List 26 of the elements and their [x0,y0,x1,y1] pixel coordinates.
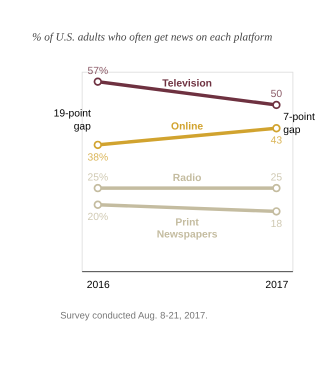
data-label: 25% [87,172,108,184]
x-tick-label: 2017 [265,280,289,292]
point [272,207,281,216]
point [272,184,281,192]
data-label: 20% [87,212,108,224]
chart-title: % of U.S. adults who often get news on each platform [32,31,272,44]
point [272,124,281,132]
data-label: 25 [270,172,282,184]
data-label: 57% [87,66,108,77]
series-label: Television [162,78,212,90]
data-label: 18 [270,218,282,230]
data-label: 43 [270,136,282,147]
text: Survey conducted Aug. 8-21, 2017. [60,310,208,322]
x-tick-label: 2016 [86,280,110,292]
series-label: Print Newspapers [156,217,218,240]
point [94,78,102,86]
data-label: 38% [87,152,108,164]
annotation: 7-point gap [283,112,315,136]
data-label: 50 [270,89,282,100]
point [94,140,102,150]
series-label: Radio [172,173,202,184]
point [94,200,102,209]
annotation: 19-point gap [54,108,92,133]
point [272,100,281,110]
point [94,184,102,192]
series-label: Online [171,122,204,133]
